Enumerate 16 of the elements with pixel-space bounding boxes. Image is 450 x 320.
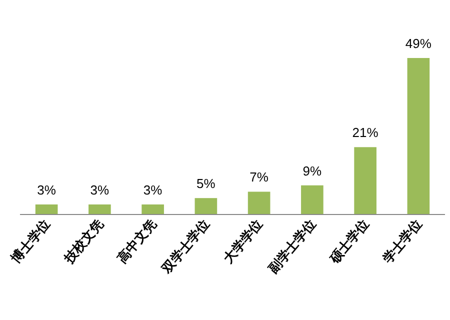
x-tick-label: 高中文凭 [114,216,160,266]
data-label: 49% [405,36,432,51]
x-tick-label: 硕士学位 [326,216,372,267]
x-tick-label: 双学士学位 [158,216,212,276]
data-label: 21% [352,125,379,140]
x-tick-label: 博士学位 [7,216,53,267]
x-tick-label: 技校文凭 [60,216,106,267]
data-label: 3% [90,182,110,198]
data-label: 5% [196,176,216,192]
x-tick-label: 学士学位 [380,216,425,266]
data-label: 7% [250,170,269,185]
data-label: 3% [37,182,56,198]
x-tick-label: 副学士学位 [265,216,318,276]
x-tick-label: 大学学位 [220,216,266,266]
data-label: 3% [143,182,163,198]
data-label: 9% [302,163,322,178]
